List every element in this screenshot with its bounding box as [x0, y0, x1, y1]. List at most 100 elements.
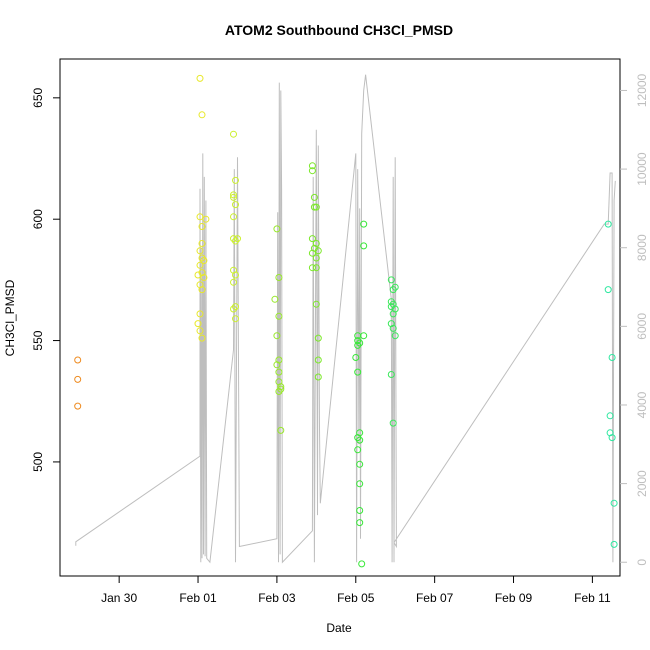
data-point [232, 176, 239, 184]
data-point [275, 368, 283, 376]
y-axis: 500 550 600 650 [31, 88, 60, 472]
data-point [608, 354, 616, 361]
data-point [196, 310, 204, 318]
data-point [314, 247, 322, 255]
data-point [610, 540, 618, 548]
data-point [232, 271, 239, 279]
data-point [198, 111, 206, 119]
data-point [308, 162, 316, 170]
data-point [312, 264, 320, 272]
data-point [312, 254, 320, 262]
x-tick-label: Feb 01 [179, 591, 217, 605]
data-point [198, 334, 206, 342]
data-point [198, 223, 206, 230]
x-tick-label: Feb 05 [337, 591, 375, 605]
data-point [356, 507, 364, 514]
data-point [230, 191, 237, 199]
data-point [232, 315, 239, 323]
y-tick-label: 600 [31, 209, 45, 229]
data-point [198, 240, 206, 247]
data-point [230, 213, 237, 221]
data-point [354, 341, 362, 349]
plot-frame [59, 58, 621, 577]
data-point [230, 130, 237, 138]
x-tick-label: Feb 07 [416, 591, 454, 605]
data-point [391, 332, 399, 340]
data-point [232, 201, 239, 209]
data-point [234, 235, 241, 243]
data-point [273, 332, 281, 340]
data-point [358, 560, 366, 568]
data-point [310, 203, 318, 211]
data-point [610, 499, 618, 507]
data-point [606, 412, 614, 420]
data-point [354, 368, 362, 376]
data-point [604, 220, 612, 228]
data-point [308, 249, 316, 257]
y-tick-label: 500 [31, 452, 45, 472]
data-point [196, 247, 204, 255]
data-point [308, 264, 316, 272]
data-point [387, 276, 395, 284]
data-point [354, 446, 362, 454]
data-point [194, 271, 202, 279]
y-tick-label: 550 [31, 330, 45, 350]
data-point [200, 274, 208, 281]
x-axis: Jan 30 Feb 01 Feb 03 Feb 05 Feb 07 Feb 09 Feb … [101, 576, 611, 605]
data-point [389, 419, 397, 427]
data-point [277, 385, 285, 393]
chart-title: ATOM2 Southbound CH3Cl_PMSD [225, 22, 453, 38]
y2-tick-label: 4000 [635, 391, 649, 418]
data-point [275, 312, 283, 320]
data-point [275, 378, 283, 386]
data-point [314, 334, 322, 342]
data-point [387, 320, 395, 328]
y2-axis: 0 2000 4000 6000 8000 10000 12000 [620, 73, 649, 566]
data-point [74, 402, 82, 410]
y-tick-label: 650 [31, 88, 45, 108]
data-point [196, 74, 204, 82]
data-point [308, 235, 316, 243]
data-point [196, 327, 204, 335]
data-point [273, 361, 281, 369]
data-point [230, 193, 237, 201]
data-point [314, 373, 322, 381]
data-point [74, 356, 82, 364]
data-point [74, 375, 82, 383]
data-point [198, 286, 206, 294]
data-point [604, 286, 612, 294]
data-point [196, 213, 204, 221]
y2-line-layer [75, 74, 616, 564]
data-point [387, 371, 395, 378]
x-tick-label: Feb 09 [495, 591, 533, 605]
data-point [230, 278, 237, 286]
data-point [275, 274, 283, 281]
data-point [271, 295, 279, 303]
data-point [360, 220, 368, 228]
data-point [202, 215, 210, 223]
data-point [314, 356, 322, 364]
data-point [356, 460, 364, 468]
data-point [312, 240, 320, 247]
x-tick-label: Feb 11 [574, 591, 611, 605]
data-point [277, 426, 285, 434]
data-point [356, 436, 364, 444]
data-point [360, 242, 368, 250]
y2-tick-label: 12000 [635, 73, 649, 107]
data-point [389, 324, 397, 332]
data-point [310, 193, 318, 201]
y2-tick-label: 0 [635, 559, 649, 566]
x-tick-label: Feb 03 [258, 591, 296, 605]
x-axis-label: Date [326, 621, 352, 635]
data-point [360, 332, 368, 340]
data-point [230, 305, 237, 313]
data-point [194, 320, 202, 328]
points-layer [74, 74, 618, 568]
x-tick-label: Jan 30 [101, 591, 137, 605]
y2-series-line [75, 74, 616, 564]
y2-tick-label: 8000 [635, 234, 649, 261]
y2-tick-label: 6000 [635, 313, 649, 340]
y2-tick-label: 2000 [635, 470, 649, 497]
data-point [356, 519, 364, 527]
